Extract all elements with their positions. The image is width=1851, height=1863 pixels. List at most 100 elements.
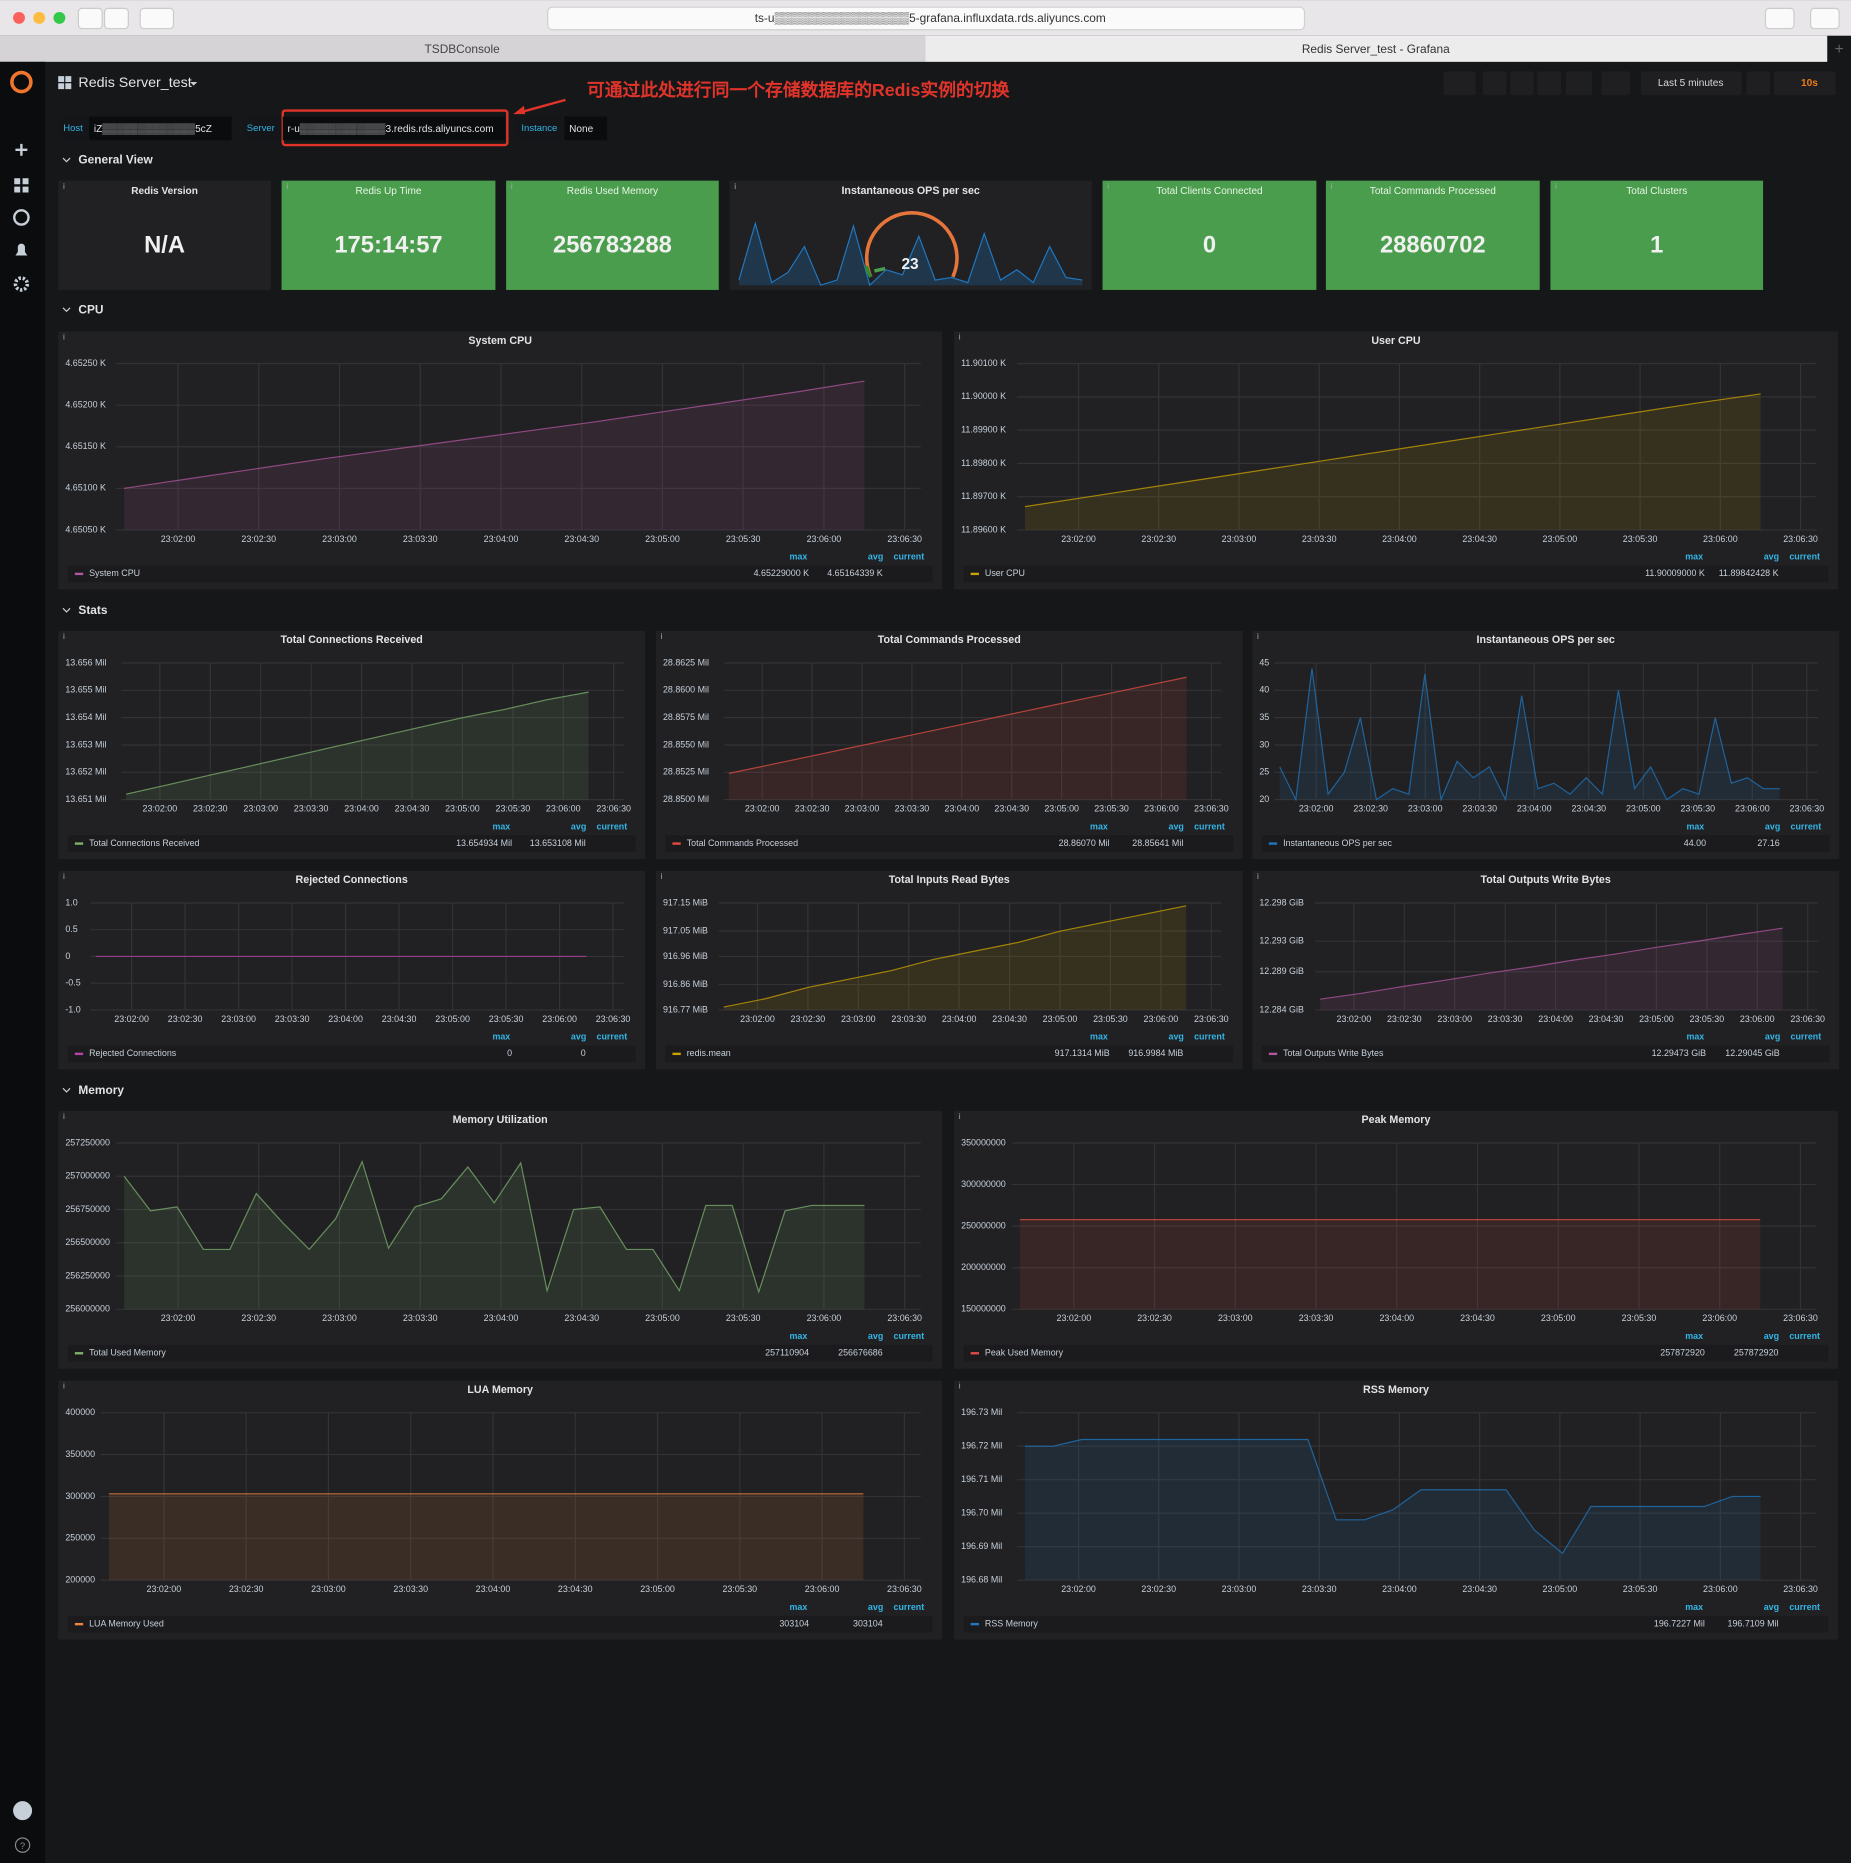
legend-header: avg [868,552,883,562]
stat-title: Redis Up Time [355,186,421,197]
explore-icon[interactable] [13,209,30,226]
avatar[interactable] [13,1801,33,1821]
save-button[interactable] [1537,71,1562,96]
refresh-picker[interactable] [1773,71,1836,96]
x-tick-label: 23:03:30 [403,534,438,544]
forward-button[interactable] [103,7,129,30]
x-tick-label: 23:06:00 [1702,1313,1737,1323]
tv-mode-button[interactable] [1601,71,1631,96]
grafana-logo[interactable] [10,70,33,94]
y-tick-label: 13.653 Mil [65,739,106,749]
time-picker[interactable] [1640,71,1742,96]
variable-select[interactable] [89,116,232,141]
x-tick-label: 23:02:00 [114,1014,149,1024]
legend-max: 917.1314 MiB [1055,1048,1110,1058]
variable-label-box [516,116,562,141]
y-tick-label: 28.8625 Mil [663,657,709,667]
zoom-out-button[interactable] [1746,71,1771,96]
area-fill [126,692,589,800]
area-fill [728,677,1187,800]
legend-max: 28.86070 Mil [1059,838,1110,848]
stat-panel [1550,180,1764,290]
legend-header: avg [1764,1331,1779,1341]
legend-header: avg [571,1032,586,1042]
x-tick-label: 23:06:00 [1144,803,1179,813]
legend-header: current [894,1331,925,1341]
variable-select[interactable] [282,116,505,141]
legend-avg: 13.653108 Mil [530,838,586,848]
y-tick-label: 1.0 [65,897,77,907]
legend-row [665,835,1234,852]
annotation-arrowhead [513,105,526,115]
legend-row [67,1615,933,1633]
x-tick-label: 23:04:00 [328,1014,363,1024]
zoom-button[interactable] [53,11,66,24]
graph-panel [954,1110,1838,1369]
x-tick-label: 23:04:30 [395,803,430,813]
row-title[interactable]: Memory [78,1083,124,1097]
star-button[interactable] [1482,71,1507,96]
y-tick-label: 200000 [65,1575,95,1585]
x-tick-label: 23:06:30 [1790,1014,1825,1024]
x-tick-label: 23:05:00 [1639,1014,1674,1024]
row-title[interactable]: General View [78,153,153,167]
graph-panel [58,870,646,1070]
new-tab[interactable]: + [1835,41,1844,58]
x-tick-label: 23:06:00 [1144,1014,1179,1024]
tab[interactable] [0,35,926,62]
x-tick-label: 23:05:30 [1623,1584,1658,1594]
x-tick-label: 23:06:30 [887,534,922,544]
stat-value: 0 [1203,231,1216,258]
x-tick-label: 23:06:00 [546,803,581,813]
minimize-button[interactable] [33,11,46,24]
x-tick-label: 23:05:00 [645,534,680,544]
sidebar-button[interactable] [139,7,175,30]
x-tick-label: 23:05:30 [1094,803,1129,813]
variable-label: Server [247,123,275,134]
graph-panel [1252,870,1840,1070]
x-tick-label: 23:03:30 [1488,1014,1523,1024]
legend-header: current [1789,1331,1820,1341]
legend-header: avg [868,1331,883,1341]
alerting-icon[interactable] [15,243,28,256]
legend-header: avg [1169,821,1184,831]
legend-header: max [1090,821,1108,831]
variable-select[interactable] [564,116,608,141]
legend-row [963,1615,1829,1633]
y-tick-label: 12.284 GiB [1259,1004,1304,1014]
x-tick-label: 23:03:30 [1302,534,1337,544]
panel-title: Peak Memory [1362,1114,1431,1126]
row-title[interactable]: Stats [78,603,107,617]
panel-info: i [661,871,663,881]
y-tick-label: 13.656 Mil [65,657,106,667]
x-tick-label: 23:03:30 [403,1313,438,1323]
back-button[interactable] [77,7,103,30]
legend-max: 4.65229000 K [754,568,810,578]
dashboard-title[interactable]: Redis Server_test [78,75,191,91]
x-tick-label: 23:06:00 [807,534,842,544]
legend-name: redis.mean [687,1048,731,1058]
legend-row [1261,835,1830,852]
tabs-button[interactable] [1810,7,1840,30]
tab-active[interactable] [925,35,1828,62]
settings-button[interactable] [1565,71,1593,96]
stat-title: Total Clusters [1626,186,1687,197]
x-tick-label: 23:06:00 [1740,1014,1775,1024]
x-tick-label: 23:06:00 [1703,1584,1738,1594]
add-panel-button[interactable] [1443,71,1476,96]
x-tick-label: 23:03:00 [1408,803,1443,813]
row-title[interactable]: CPU [78,302,103,316]
x-tick-label: 23:03:00 [311,1584,346,1594]
legend-avg: 0 [581,1048,586,1058]
share-button[interactable] [1764,7,1795,30]
help-icon[interactable] [14,1837,31,1853]
share-button[interactable] [1510,71,1534,96]
series-line [124,380,865,489]
stat-value: 175:14:57 [334,231,442,258]
close-button[interactable] [13,11,25,24]
x-tick-label: 23:05:30 [722,1584,757,1594]
dashboards-icon[interactable] [14,178,29,193]
address-bar[interactable] [547,6,1306,31]
create-icon[interactable] [15,143,28,156]
area-fill [723,905,1187,1010]
